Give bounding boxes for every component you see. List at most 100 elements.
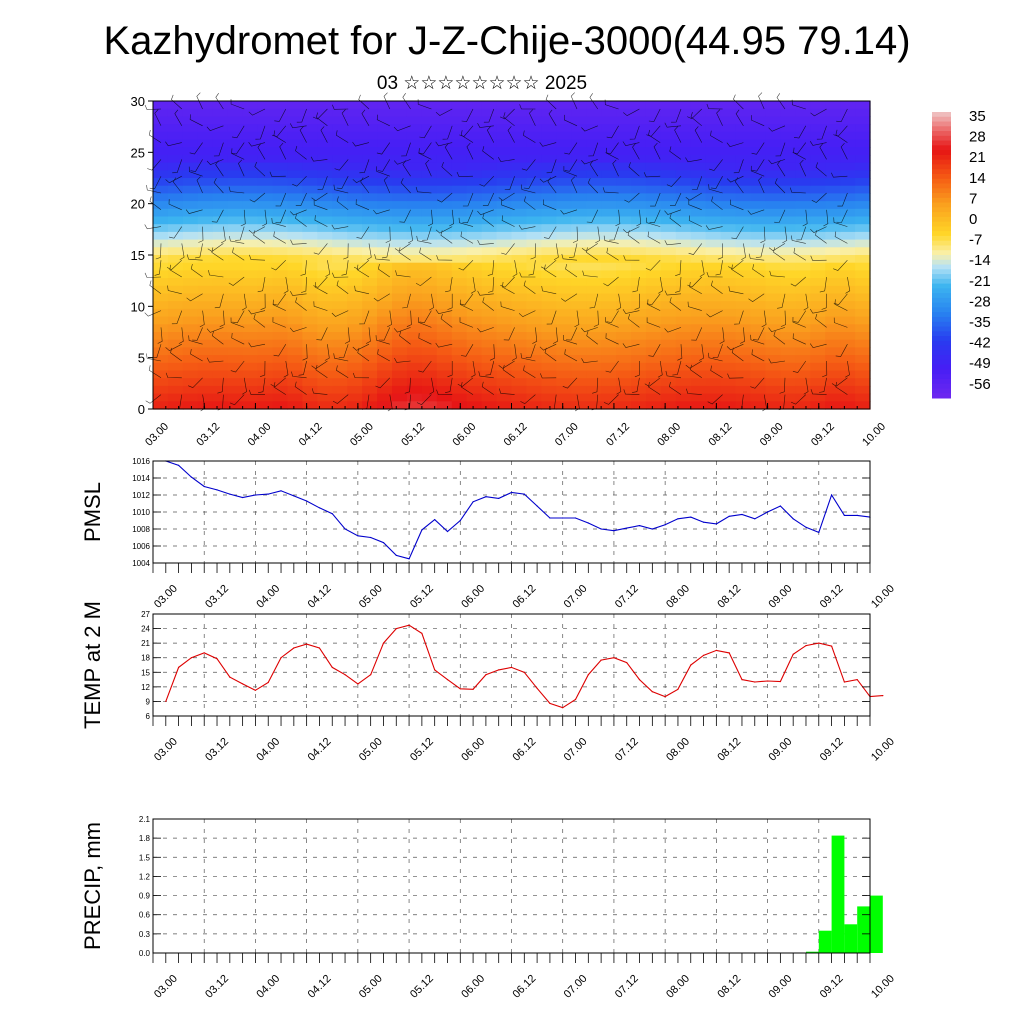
wind-barb (477, 290, 494, 296)
heatmap-cell (675, 178, 692, 187)
heatmap-cell (451, 308, 468, 318)
heatmap-cell (526, 332, 542, 341)
heatmap-cell (541, 131, 557, 141)
heatmap-cell (451, 131, 468, 141)
heatmap-cell (496, 255, 513, 264)
wind-barb (254, 161, 266, 177)
heatmap-cell (451, 339, 468, 348)
wind-barb (230, 317, 245, 328)
heatmap-cell (257, 231, 274, 241)
heatmap-cell (810, 308, 826, 318)
wind-barb (186, 254, 203, 261)
colorbar-swatch (932, 216, 951, 223)
wind-barb (539, 142, 557, 147)
heatmap-cell (571, 193, 587, 202)
heatmap-cell (496, 308, 513, 318)
heatmap-cell (153, 370, 169, 379)
heatmap-cell (541, 216, 557, 225)
heatmap-cell (167, 131, 184, 141)
heatmap-cell (481, 124, 498, 133)
heatmap-cell (705, 201, 722, 210)
heatmap-cell (466, 154, 483, 164)
heatmap-cell (466, 385, 483, 395)
wind-barb (775, 142, 786, 157)
heatmap-cell (840, 285, 856, 295)
colorbar-label: 14 (969, 170, 986, 187)
wind-barb (502, 281, 515, 295)
heatmap-cell (840, 370, 856, 379)
heatmap-cell (451, 362, 468, 372)
colorbar-swatch (932, 312, 951, 318)
heatmap-cell (242, 154, 259, 164)
heatmap-cell (377, 362, 393, 372)
heatmap-cell (406, 185, 423, 194)
heatmap-cell (660, 301, 677, 310)
heatmap-cell (690, 355, 707, 364)
heatmap-cell (795, 178, 811, 187)
data-point (843, 681, 846, 683)
heatmap-cell (556, 185, 572, 194)
heatmap-cell (541, 339, 557, 348)
wind-barb (768, 358, 786, 364)
heatmap-cell (616, 216, 632, 225)
heatmap-cell (810, 124, 826, 133)
heatmap-cell (750, 108, 767, 117)
heatmap-cell (466, 231, 483, 241)
heatmap-cell (750, 208, 767, 218)
precip-bar (831, 835, 845, 953)
wind-barb (648, 129, 661, 143)
heatmap-cell (212, 370, 229, 379)
wind-barb (819, 143, 827, 160)
heatmap-cell (795, 255, 811, 264)
wind-barb (393, 125, 411, 132)
heatmap-cell (347, 124, 363, 133)
y-tick-label: 1008 (132, 525, 150, 534)
heatmap-cell (302, 262, 318, 271)
heatmap-cell (362, 308, 378, 318)
heatmap-cell (645, 224, 662, 233)
heatmap-cell (571, 301, 587, 310)
data-point (344, 528, 346, 530)
heatmap-cell (332, 216, 348, 225)
heatmap-cell (153, 401, 169, 410)
heatmap-cell (675, 154, 692, 164)
heatmap-cell (526, 270, 542, 279)
heatmap-cell (660, 347, 677, 356)
heatmap-cell (601, 385, 617, 395)
heatmap-cell (735, 255, 752, 264)
heatmap-cell (287, 154, 303, 164)
colorbar-label: 21 (969, 149, 986, 166)
data-point (382, 542, 385, 544)
heatmap-cell (571, 285, 587, 295)
wind-barb (733, 94, 744, 110)
heatmap-cell (242, 201, 259, 210)
heatmap-cell (197, 255, 214, 264)
heatmap-cell (182, 378, 199, 387)
heatmap-cell (167, 247, 184, 256)
wind-barb (809, 308, 827, 314)
wind-barb (609, 226, 619, 241)
heatmap-cell (511, 370, 528, 379)
heatmap-cell (855, 262, 871, 271)
heatmap-cell (705, 401, 722, 410)
heatmap-cell (586, 193, 602, 202)
heatmap-cell (421, 154, 438, 164)
heatmap-cell (153, 116, 169, 125)
heatmap-cell (705, 178, 722, 187)
heatmap-cell (392, 201, 408, 210)
heatmap-cell (780, 355, 796, 364)
heatmap-cell (257, 216, 274, 225)
heatmap-cell (227, 347, 244, 356)
wind-barb (418, 142, 432, 155)
heatmap-cell (855, 162, 871, 171)
heatmap-cell (317, 385, 333, 395)
heatmap-cell (795, 332, 811, 341)
heatmap-cell (466, 131, 483, 141)
heatmap-cell (825, 347, 841, 356)
heatmap-cell (466, 224, 483, 233)
heatmap-cell (212, 316, 229, 325)
heatmap-cell (287, 101, 303, 110)
heatmap-cell (705, 355, 722, 364)
wind-barb (279, 142, 287, 160)
heatmap-cell (586, 393, 602, 402)
